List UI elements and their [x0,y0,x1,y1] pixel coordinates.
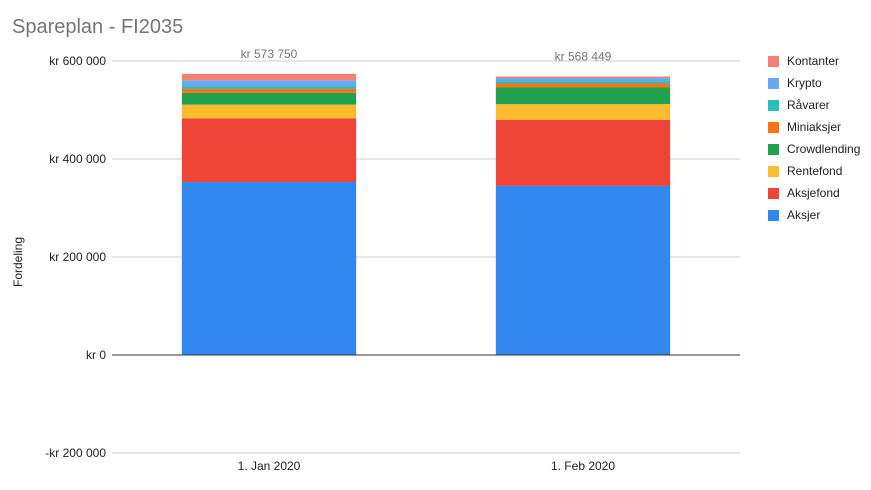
legend-swatch [768,166,779,177]
legend-swatch [768,210,779,221]
x-tick-label: 1. Feb 2020 [551,459,615,473]
legend-swatch [768,122,779,133]
legend-item-aksjer[interactable]: Aksjer [768,208,820,222]
legend: Kontanter Krypto Råvarer Miniaksjer Crowdlen… [768,54,860,222]
bar-segment-crowdlending[interactable] [181,92,357,105]
bar-segment-rentefond[interactable] [181,104,357,119]
legend-label: Miniaksjer [787,120,841,134]
bar-segment-rentefond[interactable] [495,104,671,120]
legend-swatch [768,78,779,89]
bar-segment-aksjer[interactable] [495,185,671,355]
legend-swatch [768,144,779,155]
y-axis-ticks: kr 600 000 kr 400 000 kr 200 000 kr 0 -kr 20… [45,54,106,460]
legend-swatch [768,188,779,199]
total-labels: kr 573 750 kr 568 449 [241,47,612,64]
bar-segment-aksjer[interactable] [181,182,357,355]
bar-segment-miniaksjer[interactable] [181,88,357,93]
legend-item-kontanter[interactable]: Kontanter [768,54,839,68]
legend-item-rentefond[interactable]: Rentefond [768,164,842,178]
y-tick-label: kr 600 000 [49,54,106,68]
bar-segment-aksjefond[interactable] [495,119,671,186]
legend-label: Råvarer [787,98,830,112]
y-tick-label: -kr 200 000 [45,446,106,460]
y-tick-label: kr 0 [86,348,106,362]
legend-label: Crowdlending [787,142,860,156]
legend-label: Aksjer [787,208,820,222]
bar-segment-kontanter[interactable] [181,73,357,81]
bar-segment-miniaksjer[interactable] [495,83,671,88]
legend-swatch [768,56,779,67]
legend-label: Kontanter [787,54,839,68]
y-tick-label: kr 400 000 [49,152,106,166]
bars [181,73,671,355]
bar-segment-aksjefond[interactable] [181,118,357,183]
total-label: kr 573 750 [241,47,298,61]
legend-item-miniaksjer[interactable]: Miniaksjer [768,120,841,134]
bar-segment-r-varer[interactable] [495,81,671,84]
bar-segment-krypto[interactable] [181,80,357,87]
legend-item-aksjefond[interactable]: Aksjefond [768,186,840,200]
bar-segment-krypto[interactable] [495,77,671,82]
y-tick-label: kr 200 000 [49,250,106,264]
total-label: kr 568 449 [555,49,612,63]
bar-segment-r-varer[interactable] [181,86,357,89]
x-tick-label: 1. Jan 2020 [238,459,301,473]
legend-label: Krypto [787,76,822,90]
legend-item-r-varer[interactable]: Råvarer [768,98,830,112]
bar-segment-kontanter[interactable] [495,76,671,78]
legend-label: Aksjefond [787,186,840,200]
chart-title: Spareplan - FI2035 [12,16,184,38]
legend-label: Rentefond [787,164,842,178]
legend-swatch [768,100,779,111]
bar-segment-crowdlending[interactable] [495,87,671,105]
x-axis-ticks: 1. Jan 2020 1. Feb 2020 [238,459,616,473]
legend-item-crowdlending[interactable]: Crowdlending [768,142,860,156]
legend-item-krypto[interactable]: Krypto [768,76,822,90]
y-axis-title: Fordeling [11,237,25,287]
